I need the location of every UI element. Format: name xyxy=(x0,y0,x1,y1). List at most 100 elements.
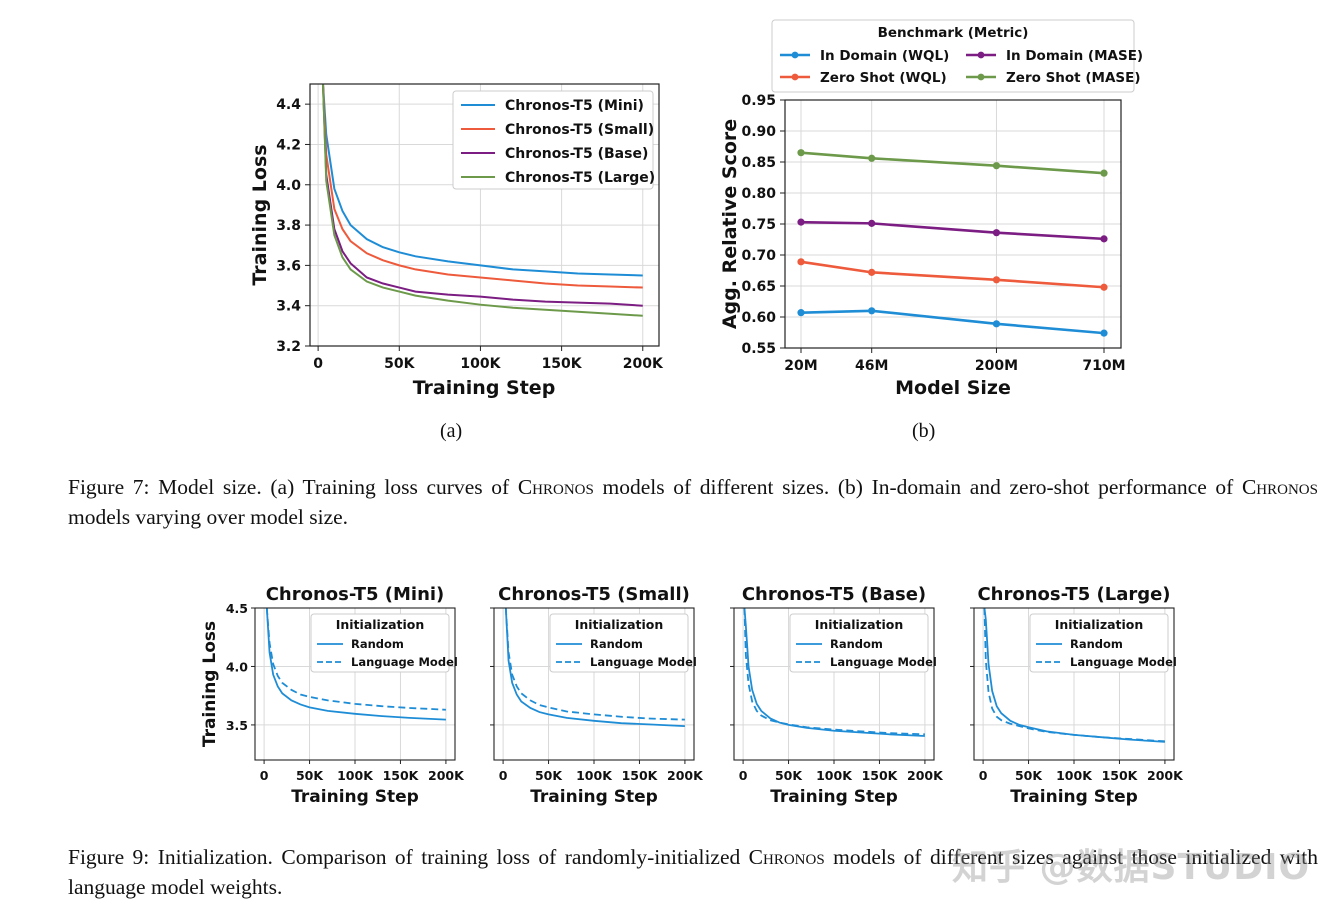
fig7b-series-point xyxy=(797,258,805,266)
fig7b-legend-title: Benchmark (Metric) xyxy=(878,25,1029,41)
fig7a-legend-label: Chronos-T5 (Small) xyxy=(505,122,654,138)
fig9-legend-label: Language Model xyxy=(830,655,937,669)
fig9-lm-line xyxy=(265,608,446,711)
fig7b-legend-label: Zero Shot (WQL) xyxy=(820,70,947,86)
fig9-xtick-label: 100K xyxy=(1056,768,1093,783)
fig7b-series-point xyxy=(1100,283,1108,291)
fig7b-legend-label: In Domain (WQL) xyxy=(820,48,949,64)
fig7b-series-point xyxy=(797,218,805,226)
fig7a-series-line xyxy=(321,84,643,307)
fig7a-ytick-label: 3.4 xyxy=(276,299,301,315)
fig9-xtick-label: 50K xyxy=(535,768,563,783)
fig7a-ytick-label: 4.4 xyxy=(276,97,301,113)
fig7a-axis-labels: Training Step Training Loss xyxy=(249,144,555,399)
fig7a-series-line xyxy=(321,84,643,317)
fig9-xtick-label: 100K xyxy=(576,768,613,783)
fig7b-lines xyxy=(797,149,1108,337)
fig7b-series-point xyxy=(868,307,876,315)
fig9-xtick-label: 200K xyxy=(667,768,704,783)
fig7b-frame xyxy=(784,99,1122,349)
fig7b-ytick-label: 0.65 xyxy=(741,279,776,295)
fig7a-lines xyxy=(321,84,643,317)
fig9-legend-label: Random xyxy=(351,637,404,651)
fig9-caption: Figure 9: Initialization. Comparison of … xyxy=(68,842,1318,902)
fig7b-legend-marker xyxy=(977,73,985,81)
fig7b-legend: Benchmark (Metric) In Domain (WQL) In Dom… xyxy=(771,19,1143,93)
fig9-lm-line xyxy=(743,608,925,736)
fig9-legend-box xyxy=(1029,613,1169,673)
fig9-lines xyxy=(265,608,446,721)
fig7-caption-chronos-1: Chronos xyxy=(517,475,594,499)
fig7b-legend-marker xyxy=(791,73,799,81)
fig9-panel-title: Chronos-T5 (Small) xyxy=(498,584,690,605)
fig9-legend: Initialization Random Language Model xyxy=(310,613,458,673)
fig9-frame xyxy=(973,607,1175,761)
fig9-xtick-label: 200K xyxy=(428,768,465,783)
fig7a-ytick-label: 3.6 xyxy=(276,258,301,274)
fig7b-legend-marker xyxy=(977,51,985,59)
fig7a-series-line xyxy=(321,84,643,289)
fig9-frame xyxy=(733,607,935,761)
fig7b-series-line xyxy=(800,309,1105,335)
fig7a-xtick-label: 0 xyxy=(313,356,323,372)
fig7b-chart: Model Size Agg. Relative Score Benchmark… xyxy=(719,19,1143,399)
fig9-random-line xyxy=(504,608,685,727)
fig9-xtick-label: 50K xyxy=(775,768,803,783)
fig9-lm-line xyxy=(983,608,1165,743)
fig9-panel-title: Chronos-T5 (Large) xyxy=(977,584,1170,605)
fig9-xlabel: Training Step xyxy=(291,787,419,807)
fig7b-axis-labels: Model Size Agg. Relative Score xyxy=(719,119,1011,399)
fig7a-xtick-label: 150K xyxy=(542,356,583,372)
fig7b-series-point xyxy=(1100,169,1108,177)
watermark: 知乎 @数据STUDIO xyxy=(952,847,1311,888)
fig7b-series-point xyxy=(868,268,876,276)
fig7-sub-a-label: (a) xyxy=(440,420,463,442)
fig9-xtick-label: 0 xyxy=(260,768,269,783)
fig9-legend-title: Initialization xyxy=(336,617,425,632)
fig7a-legend: Chronos-T5 (Mini) Chronos-T5 (Small) Chron… xyxy=(452,90,655,190)
fig9-panel-title: Chronos-T5 (Mini) xyxy=(266,584,445,605)
fig9-xlabel: Training Step xyxy=(1010,787,1138,807)
fig7b-xtick-label: 710M xyxy=(1082,358,1125,374)
fig7b-series-point xyxy=(992,229,1001,237)
fig7-caption-chronos-2: Chronos xyxy=(1241,475,1318,499)
fig7b-ytick-label: 0.55 xyxy=(741,341,776,357)
fig9-chart: Training Loss Chronos-T5 (Mini) 0 50K 100K 1… xyxy=(200,584,1184,807)
fig7b-ytick-label: 0.85 xyxy=(741,155,776,171)
fig9-ytick-label: 4.0 xyxy=(226,659,248,674)
fig9-legend-title: Initialization xyxy=(1055,617,1144,632)
fig7b-ytick-label: 0.90 xyxy=(741,124,776,140)
fig9-xtick-label: 100K xyxy=(816,768,853,783)
fig7b-series-line xyxy=(800,151,1105,175)
fig9-panel: Chronos-T5 (Base) 0 50K 100K 150K 200K Trainin… xyxy=(730,584,944,807)
fig9-ytick-label: 4.5 xyxy=(226,601,248,616)
fig7a-legend-label: Chronos-T5 (Large) xyxy=(505,170,655,186)
fig7b-series-point xyxy=(797,309,805,317)
fig9-xtick-label: 0 xyxy=(979,768,988,783)
fig7b-legend-box xyxy=(771,19,1135,93)
fig7b-ytick-label: 0.70 xyxy=(741,248,776,264)
fig9-xtick-label: 200K xyxy=(907,768,944,783)
fig9-xtick-label: 150K xyxy=(622,768,659,783)
fig9-xtick-label: 50K xyxy=(1015,768,1043,783)
fig7b-series-point xyxy=(992,162,1001,170)
fig9-random-line xyxy=(265,608,446,721)
fig9-legend-label: Random xyxy=(590,637,643,651)
fig9-legend-title: Initialization xyxy=(575,617,664,632)
fig9-legend: Initialization Random Language Model xyxy=(789,613,937,673)
fig9-ytick-label: 3.5 xyxy=(226,718,248,733)
fig7a-ytick-label: 4.0 xyxy=(276,178,301,194)
fig9-caption-prefix: Figure 9: Initialization. Comparison of … xyxy=(68,845,749,869)
fig9-legend-box xyxy=(310,613,450,673)
fig9-legend-box xyxy=(789,613,929,673)
fig9-legend-title: Initialization xyxy=(815,617,904,632)
fig7b-series-point xyxy=(868,219,876,227)
fig7a-legend-box xyxy=(452,90,654,190)
fig7a-series-line xyxy=(321,84,643,277)
fig7a-ylabel: Training Loss xyxy=(249,144,271,285)
fig9-panel: Chronos-T5 (Small) 0 50K 100K 150K 200K Traini… xyxy=(490,584,704,807)
fig7a-xtick-label: 200K xyxy=(623,356,664,372)
fig9-legend-label: Language Model xyxy=(351,655,458,669)
fig9-lines xyxy=(983,608,1165,743)
fig9-caption-chronos: Chronos xyxy=(748,845,825,869)
